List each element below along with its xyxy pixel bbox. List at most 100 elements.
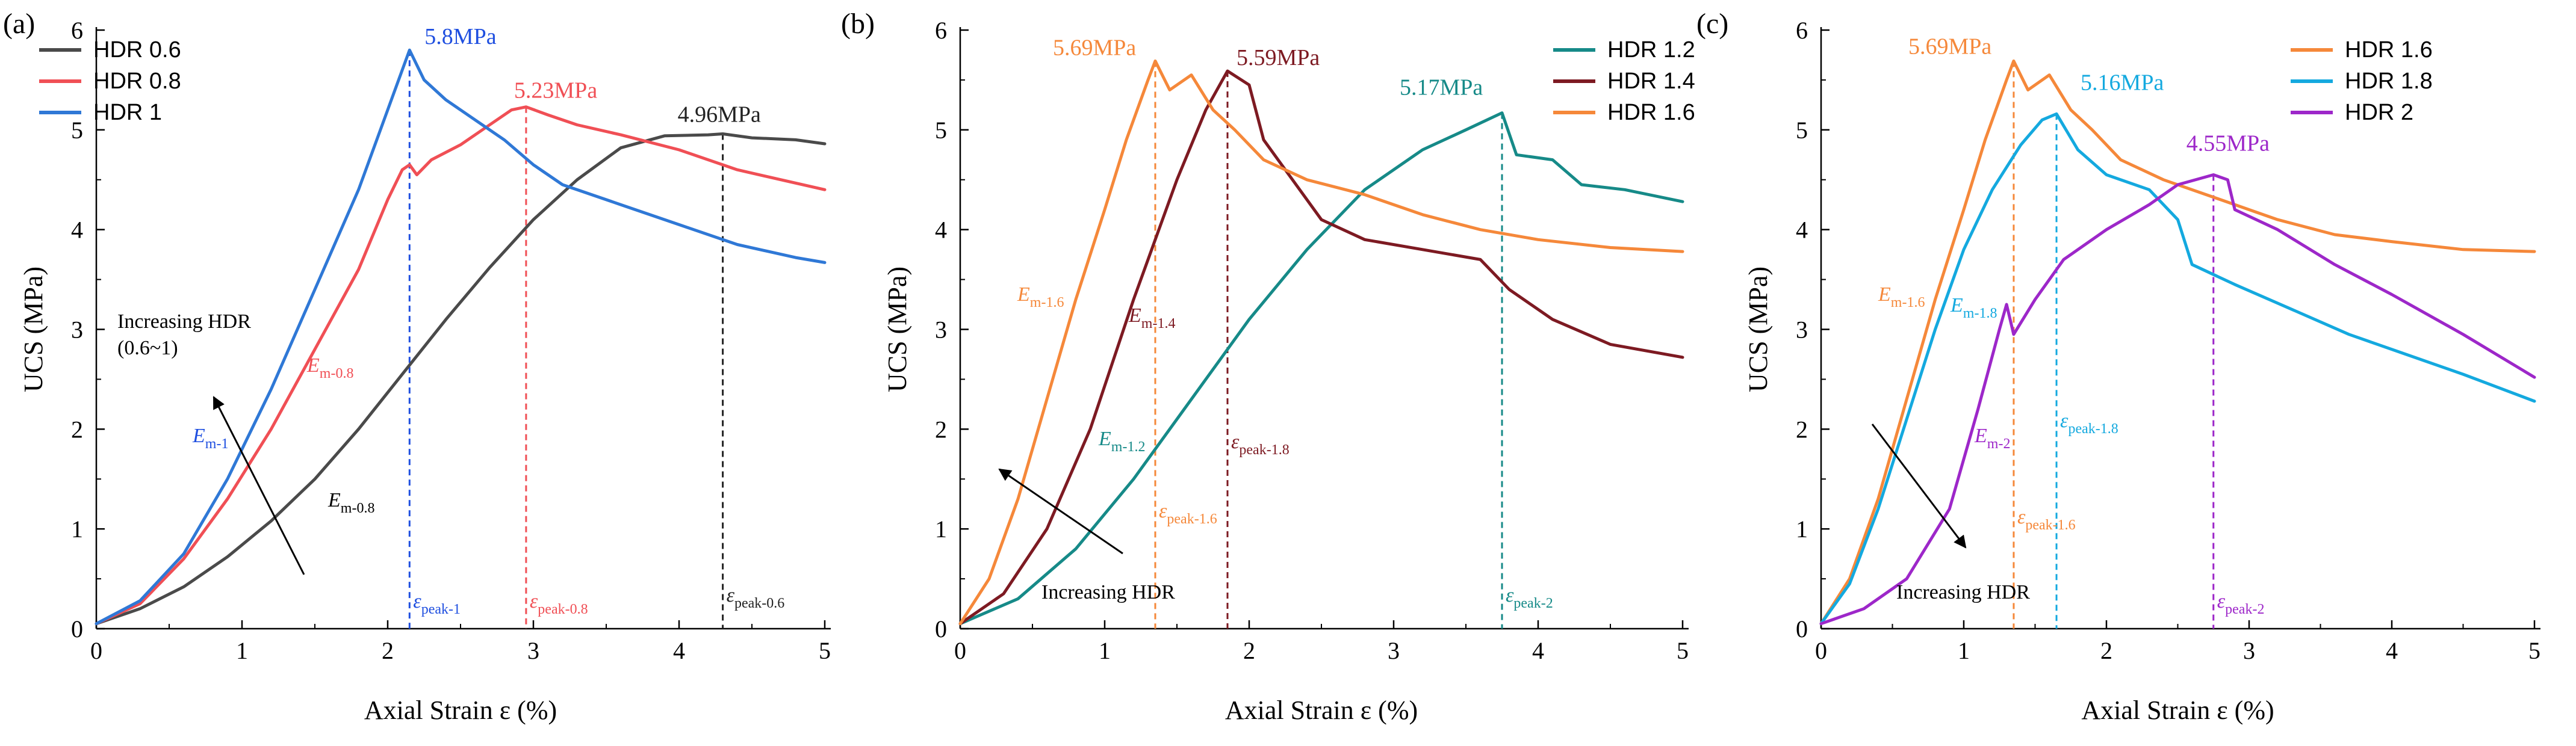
x-tick-label: 1 (236, 637, 248, 664)
peak-strain-label: εpeak-1.6 (2017, 506, 2076, 533)
y-tick-label: 0 (71, 615, 83, 643)
legend-entry: HDR 0.6 (93, 37, 181, 63)
x-tick-label: 2 (1243, 637, 1255, 664)
series-line-hdr-1-6 (1819, 59, 2536, 626)
legend-entry: HDR 1.6 (2345, 37, 2433, 63)
modulus-annotation: Em-1.2 (1098, 428, 1145, 455)
y-tick-label: 2 (1796, 416, 1808, 443)
peak-value-label: 5.16MPa (2081, 70, 2164, 95)
y-tick-label: 4 (71, 217, 83, 244)
chart-panel-1: (a) 0 1 2 3 4 5 0 1 2 3 4 5 6 Axial Strain ε (%) UCS (M… (3, 8, 831, 725)
x-tick-label: 3 (527, 637, 539, 664)
modulus-annotation: Em-0.8 (327, 489, 374, 516)
trend-label: Increasing HDR (1896, 581, 2030, 603)
y-tick-label: 5 (935, 117, 947, 144)
x-tick-label: 0 (954, 637, 966, 664)
series-line-hdr-2 (1819, 173, 2536, 626)
peak-value-label: 5.69MPa (1053, 35, 1136, 60)
peak-value-label: 4.55MPa (2186, 131, 2270, 156)
y-tick-label: 5 (1796, 117, 1808, 144)
legend-entry: HDR 1.2 (1607, 37, 1695, 63)
x-tick-label: 5 (819, 637, 831, 664)
modulus-annotation: Em-1.8 (1950, 294, 1997, 321)
peak-strain-label: εpeak-1.8 (2060, 410, 2118, 437)
y-tick-label: 1 (1796, 516, 1808, 543)
y-axis-title: UCS (MPa) (883, 267, 912, 392)
trend-label: Increasing HDR (1041, 581, 1175, 603)
legend-entry: HDR 2 (2345, 100, 2413, 125)
legend-entry: HDR 1.8 (2345, 69, 2433, 94)
series-line-hdr-0-8 (95, 105, 827, 626)
x-tick-label: 0 (90, 637, 102, 664)
trend-arrow (213, 396, 305, 575)
chart-panel-3: (c) 0 1 2 3 4 5 0 1 2 3 4 5 6 Axial Strain ε (%) UCS (M… (1696, 8, 2540, 725)
x-tick-label: 2 (382, 637, 394, 664)
peak-value-label: 5.23MPa (514, 78, 597, 103)
peak-value-label: 4.96MPa (678, 102, 761, 127)
y-tick-label: 6 (71, 17, 83, 44)
x-tick-label: 1 (1099, 637, 1111, 664)
modulus-annotation: Em-1.6 (1017, 283, 1064, 310)
x-axis-title: Axial Strain ε (%) (364, 695, 557, 725)
panel-label: (b) (841, 8, 875, 40)
y-axis-title: UCS (MPa) (19, 267, 48, 392)
modulus-annotation: Em-0.8 (306, 354, 353, 381)
x-tick-label: 0 (1815, 637, 1827, 664)
trend-arrow (1871, 424, 1967, 549)
legend-entry: HDR 1 (93, 100, 162, 125)
peak-value-label: 5.8MPa (424, 24, 496, 49)
y-tick-label: 3 (1796, 316, 1808, 344)
modulus-annotation: Em-1 (192, 425, 228, 452)
x-axis-title: Axial Strain ε (%) (1225, 695, 1418, 725)
series-line-hdr-1-2 (958, 111, 1684, 626)
y-tick-label: 0 (935, 615, 947, 643)
peak-value-label: 5.59MPa (1237, 45, 1320, 70)
peak-value-label: 5.17MPa (1400, 75, 1483, 100)
x-tick-label: 5 (1677, 637, 1689, 664)
trend-label: Increasing HDR (117, 310, 251, 333)
peak-strain-label: εpeak-2 (2217, 590, 2265, 617)
x-tick-label: 1 (1958, 637, 1970, 664)
panel-label: (a) (3, 8, 35, 40)
y-tick-label: 1 (71, 516, 83, 543)
legend-entry: HDR 0.8 (93, 69, 181, 94)
y-tick-label: 4 (935, 217, 947, 244)
y-axis-title: UCS (MPa) (1743, 267, 1773, 392)
modulus-annotation: Em-1.6 (1878, 283, 1925, 310)
peak-value-label: 5.69MPa (1908, 34, 1991, 59)
x-tick-label: 3 (1388, 637, 1400, 664)
x-tick-label: 3 (2243, 637, 2255, 664)
modulus-annotation: Em-2 (1974, 425, 2010, 452)
x-tick-label: 5 (2528, 637, 2540, 664)
x-tick-label: 4 (2386, 637, 2398, 664)
y-tick-label: 6 (1796, 17, 1808, 44)
x-tick-label: 2 (2100, 637, 2112, 664)
peak-strain-label: εpeak-1 (413, 590, 461, 617)
trend-label: (0.6~1) (117, 337, 178, 359)
y-tick-label: 3 (935, 316, 947, 344)
y-tick-label: 5 (71, 117, 83, 144)
x-tick-label: 4 (1532, 637, 1544, 664)
x-axis-title: Axial Strain ε (%) (2081, 695, 2274, 725)
peak-strain-label: εpeak-2 (1506, 584, 1553, 611)
x-tick-label: 4 (673, 637, 685, 664)
peak-strain-label: εpeak-0.8 (530, 590, 588, 617)
peak-strain-label: εpeak-1.6 (1159, 500, 1217, 527)
series-line-hdr-1-8 (1819, 112, 2536, 626)
legend-entry: HDR 1.4 (1607, 69, 1695, 94)
y-tick-label: 2 (935, 416, 947, 443)
panel-label: (c) (1696, 8, 1728, 40)
series-line-hdr-1-6 (958, 59, 1684, 626)
y-tick-label: 2 (71, 416, 83, 443)
trend-arrow (998, 468, 1123, 555)
peak-strain-label: εpeak-0.6 (727, 584, 785, 611)
series-line-hdr-1-4 (958, 69, 1684, 626)
peak-strain-label: εpeak-1.8 (1231, 431, 1290, 458)
series-line-hdr-1 (95, 48, 827, 626)
chart-panel-2: (b) 0 1 2 3 4 5 0 1 2 3 4 5 6 Axial Strain ε (%) UCS (M… (841, 8, 1695, 725)
y-tick-label: 4 (1796, 217, 1808, 244)
y-tick-label: 3 (71, 316, 83, 344)
series-line-hdr-0-6 (95, 132, 827, 626)
modulus-annotation: Em-1.4 (1128, 304, 1175, 331)
